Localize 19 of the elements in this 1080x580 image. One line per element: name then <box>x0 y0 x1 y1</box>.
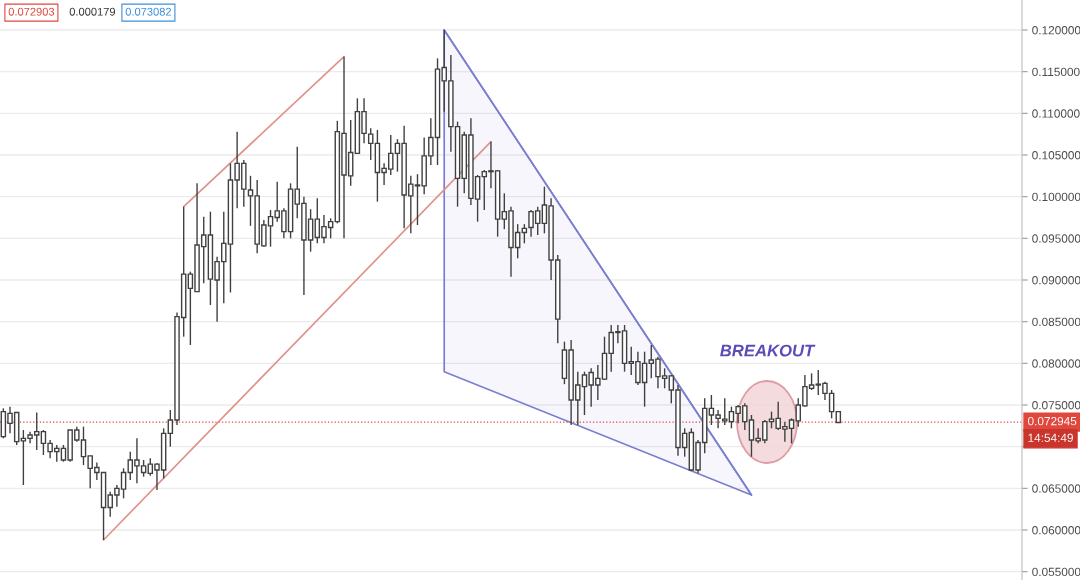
ref-line-label: 0.072945 <box>1028 416 1077 426</box>
y-tick-label: 0.055000 <box>1032 567 1080 577</box>
y-tick-label: 0.110000 <box>1032 109 1080 118</box>
y-tick-label: 0.095000 <box>1032 234 1080 243</box>
y-tick-label: 0.115000 <box>1032 67 1080 77</box>
y-tick-label: 0.065000 <box>1032 484 1080 493</box>
y-tick-label: 0.075000 <box>1032 401 1080 410</box>
annotation: 0.073082 <box>125 7 172 16</box>
y-tick-label: 0.105000 <box>1032 151 1080 160</box>
y-tick-label: 0.090000 <box>1032 276 1080 285</box>
text: 14:54:49 <box>1028 433 1073 442</box>
y-tick-label: 0.085000 <box>1032 317 1080 327</box>
y-tick-label: 0.080000 <box>1032 359 1080 368</box>
annotation: BREAKOUT <box>720 344 816 357</box>
annotation: 0.072903 <box>8 7 55 16</box>
y-tick-label: 0.100000 <box>1032 192 1080 202</box>
y-tick-label: 0.120000 <box>1032 26 1080 35</box>
y-tick-label: 0.060000 <box>1032 526 1080 535</box>
annotation: 0.000179 <box>69 7 116 16</box>
